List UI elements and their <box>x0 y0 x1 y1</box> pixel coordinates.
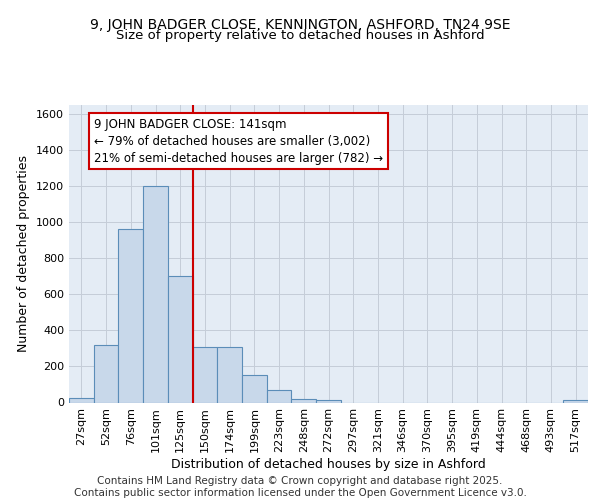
Bar <box>193 346 217 403</box>
Bar <box>118 230 143 402</box>
Bar <box>69 398 94 402</box>
Text: Contains HM Land Registry data © Crown copyright and database right 2025.
Contai: Contains HM Land Registry data © Crown c… <box>74 476 526 498</box>
X-axis label: Distribution of detached houses by size in Ashford: Distribution of detached houses by size … <box>171 458 486 471</box>
Text: 9 JOHN BADGER CLOSE: 141sqm
← 79% of detached houses are smaller (3,002)
21% of : 9 JOHN BADGER CLOSE: 141sqm ← 79% of det… <box>94 118 383 164</box>
Bar <box>267 390 292 402</box>
Bar <box>242 374 267 402</box>
Text: Size of property relative to detached houses in Ashford: Size of property relative to detached ho… <box>116 29 484 42</box>
Bar <box>316 400 341 402</box>
Y-axis label: Number of detached properties: Number of detached properties <box>17 155 31 352</box>
Bar <box>143 186 168 402</box>
Bar <box>563 400 588 402</box>
Bar <box>94 345 118 403</box>
Bar <box>292 399 316 402</box>
Bar <box>217 346 242 403</box>
Text: 9, JOHN BADGER CLOSE, KENNINGTON, ASHFORD, TN24 9SE: 9, JOHN BADGER CLOSE, KENNINGTON, ASHFOR… <box>90 18 510 32</box>
Bar <box>168 276 193 402</box>
